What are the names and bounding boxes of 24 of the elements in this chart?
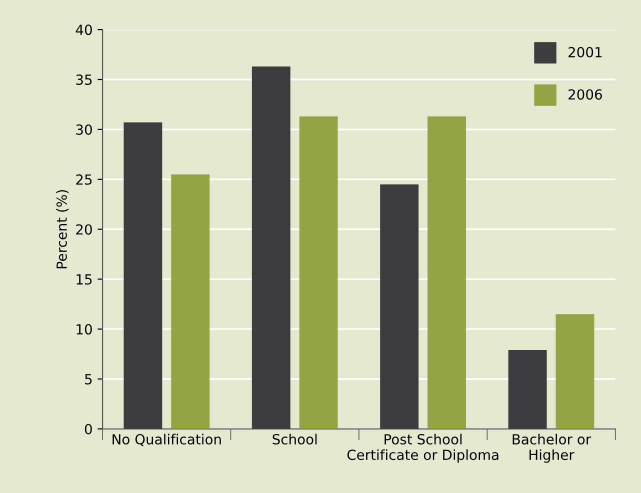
y-axis-title: Percent (%) (56, 190, 69, 268)
legend-label: 2001 (568, 46, 602, 58)
y-tick-label: 20 (76, 224, 92, 235)
y-tick-label: 0 (84, 424, 92, 434)
bar (124, 122, 162, 429)
x-tick-label: No Qualification (112, 434, 221, 446)
y-tick-label: 15 (76, 274, 92, 285)
y-tick-label: 35 (76, 74, 92, 85)
x-tick-label: Post School Certificate or Diploma (347, 434, 498, 463)
x-tick-label: School (272, 434, 317, 445)
y-tick-label: 40 (76, 24, 92, 36)
legend-label: 2006 (568, 89, 602, 100)
y-tick-label: 25 (76, 174, 92, 185)
y-tick-label: 30 (76, 124, 92, 135)
bar (508, 350, 547, 429)
y-tick-label: 5 (85, 374, 92, 384)
bar (428, 116, 466, 429)
x-tick-label: Bachelor or Higher (512, 434, 592, 463)
bar (171, 174, 210, 429)
bar (556, 314, 594, 429)
bar (252, 66, 290, 429)
bar (380, 184, 419, 429)
bar (299, 116, 338, 429)
y-tick-label: 10 (76, 324, 92, 335)
